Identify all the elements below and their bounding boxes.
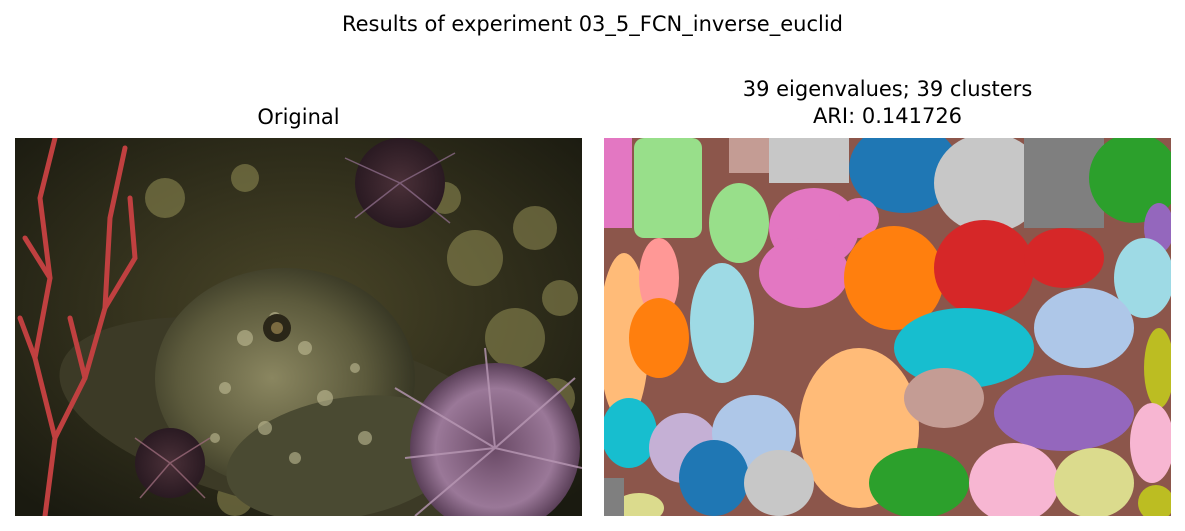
segmentation-title-line2: ARI: 0.141726 <box>812 104 963 128</box>
original-image <box>15 138 582 516</box>
sea-urchin-small <box>134 428 211 499</box>
segmentation-title-line1: 39 eigenvalues; 39 clusters <box>742 77 1033 101</box>
segmentation-title: 39 eigenvalues; 39 clusters ARI: 0.14172… <box>604 76 1171 130</box>
sea-urchin-top <box>344 138 456 228</box>
figure-suptitle: Results of experiment 03_5_FCN_inverse_e… <box>341 12 843 36</box>
sea-urchin-large <box>394 347 582 516</box>
red-coral <box>17 138 138 516</box>
cluster-regions <box>604 138 1171 516</box>
original-image-title: Original <box>257 105 340 129</box>
segmentation-map <box>604 138 1171 516</box>
